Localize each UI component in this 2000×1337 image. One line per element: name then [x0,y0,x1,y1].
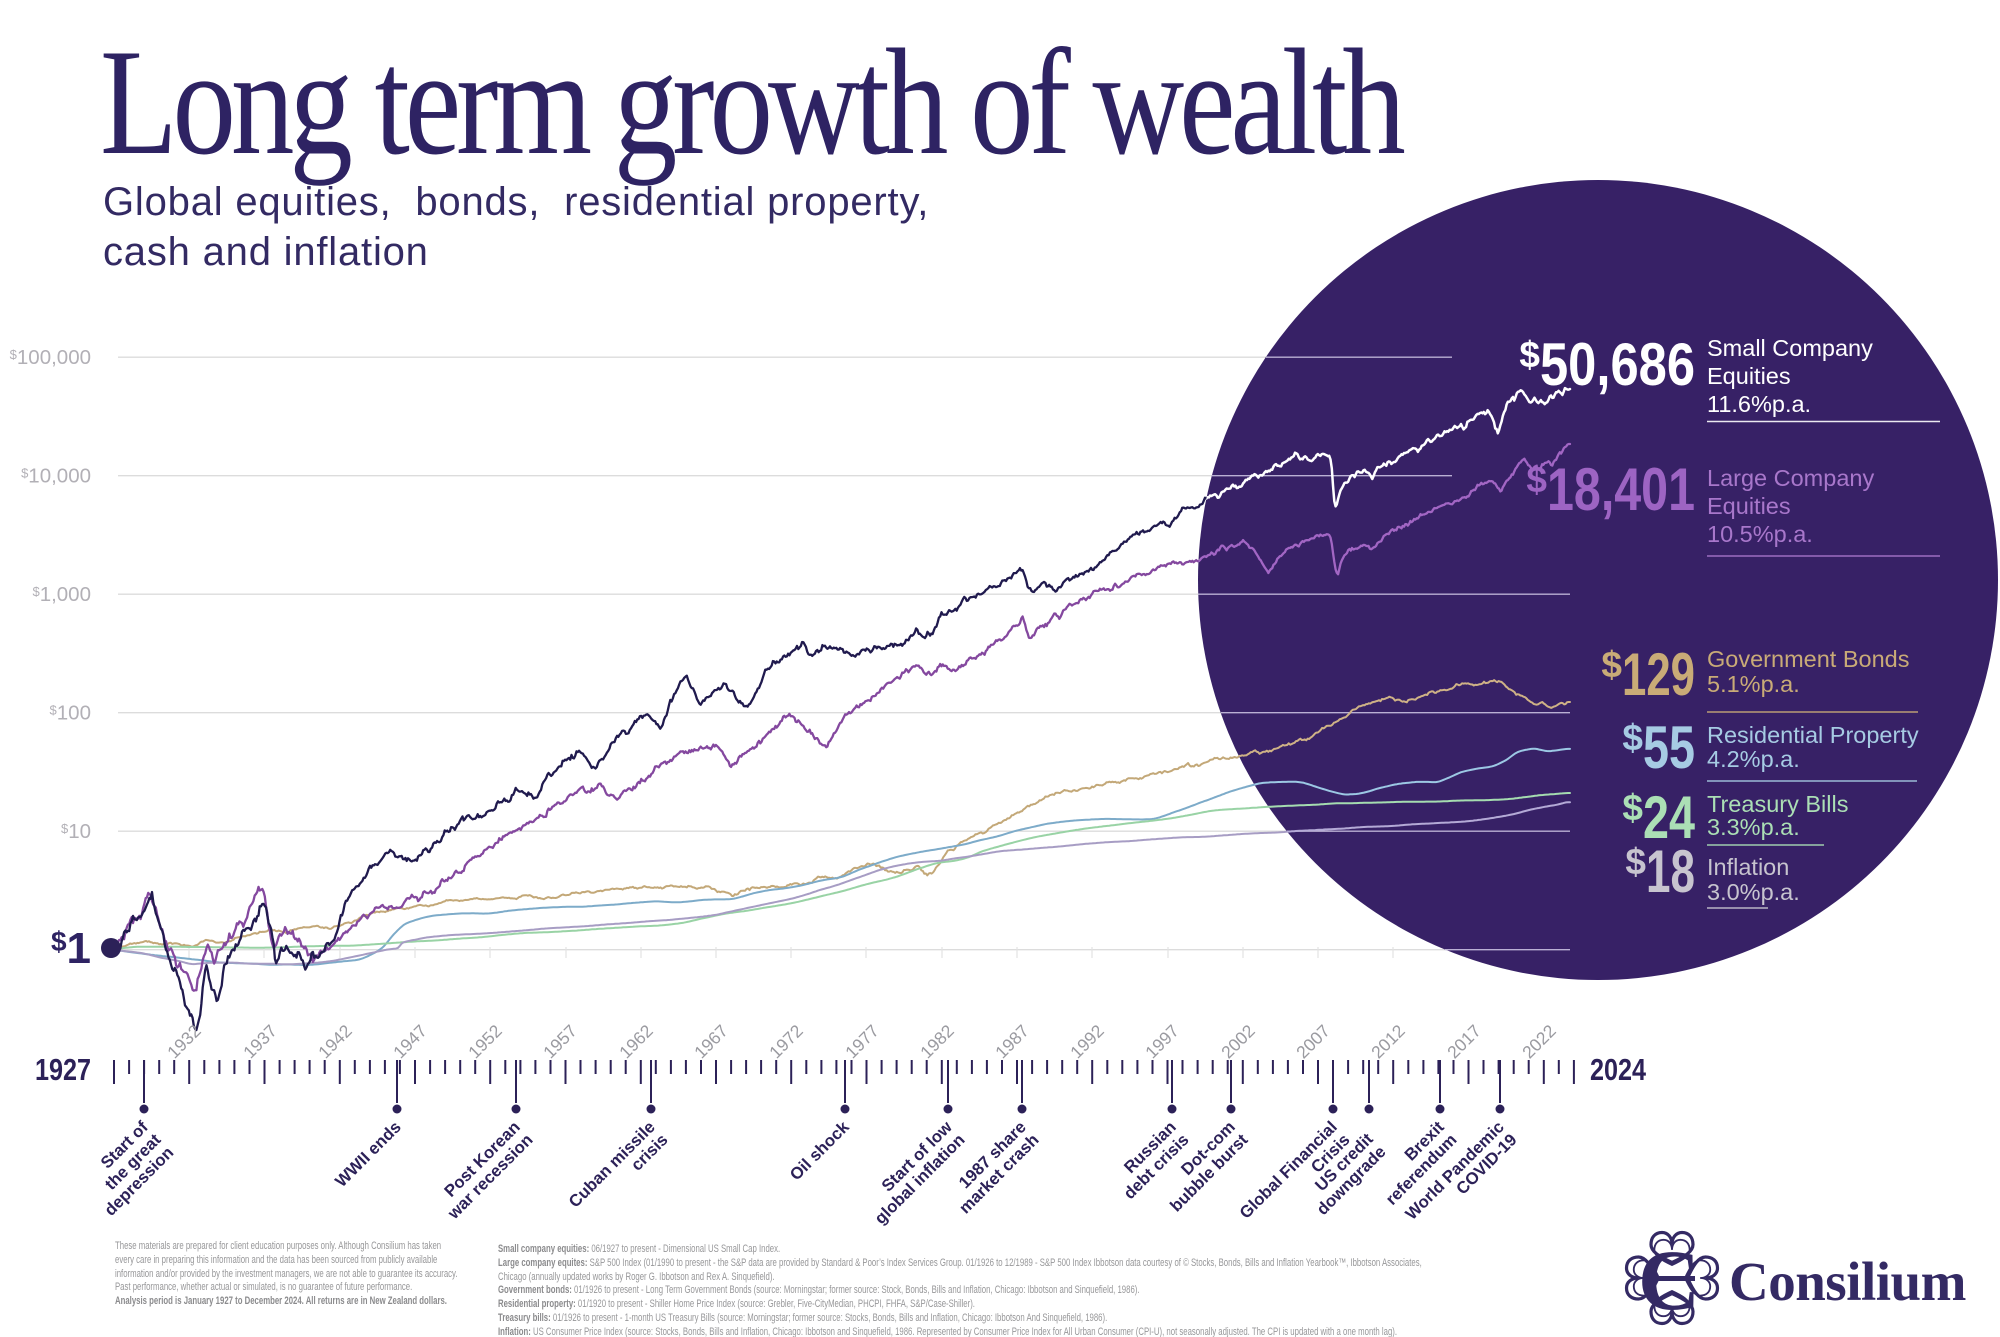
svg-text:1977: 1977 [841,1021,883,1063]
svg-text:1987: 1987 [991,1021,1033,1063]
svg-text:Start ofthe greatdepression: Start ofthe greatdepression [75,1117,177,1219]
svg-text:$129: $129 [1601,641,1695,708]
svg-text:2007: 2007 [1292,1021,1334,1063]
svg-text:$50,686: $50,686 [1519,331,1695,398]
svg-text:2002: 2002 [1217,1021,1259,1063]
svg-text:$18,401: $18,401 [1526,456,1695,523]
svg-text:2024: 2024 [1590,1052,1647,1087]
svg-text:Brexitreferendum: Brexitreferendum [1369,1117,1461,1209]
svg-text:$1,000: $1,000 [32,583,91,606]
svg-text:Post Koreanwar recession: Post Koreanwar recession [431,1117,537,1223]
svg-text:1972: 1972 [765,1021,807,1063]
svg-text:Start of lowglobal inflation: Start of lowglobal inflation [858,1117,969,1228]
svg-text:1957: 1957 [539,1021,581,1063]
svg-text:2017: 2017 [1443,1021,1485,1063]
svg-text:2012: 2012 [1367,1021,1409,1063]
svg-text:$24: $24 [1622,784,1695,851]
svg-text:1937: 1937 [239,1021,281,1063]
svg-text:1927: 1927 [35,1052,91,1087]
svg-text:$18: $18 [1625,838,1695,905]
svg-text:2022: 2022 [1518,1021,1560,1063]
svg-text:1942: 1942 [314,1021,356,1063]
svg-text:1997: 1997 [1141,1021,1183,1063]
svg-text:1982: 1982 [916,1021,958,1063]
svg-text:WWII ends: WWII ends [331,1117,404,1190]
svg-text:1967: 1967 [690,1021,732,1063]
svg-text:$100,000: $100,000 [10,346,91,369]
svg-text:1987 sharemarket crash: 1987 sharemarket crash [943,1117,1043,1217]
svg-text:1932: 1932 [163,1021,205,1063]
svg-text:$55: $55 [1622,714,1695,781]
svg-text:Oil shock: Oil shock [786,1117,853,1184]
svg-text:1947: 1947 [389,1021,431,1063]
svg-text:$100: $100 [50,702,91,725]
svg-text:Cuban missilecrisis: Cuban missilecrisis [565,1117,672,1224]
svg-text:1952: 1952 [464,1021,506,1063]
svg-text:$10,000: $10,000 [21,465,91,488]
svg-text:$10: $10 [61,820,91,843]
svg-text:1962: 1962 [615,1021,657,1063]
svg-text:$1: $1 [51,924,91,973]
svg-text:1992: 1992 [1066,1021,1108,1063]
